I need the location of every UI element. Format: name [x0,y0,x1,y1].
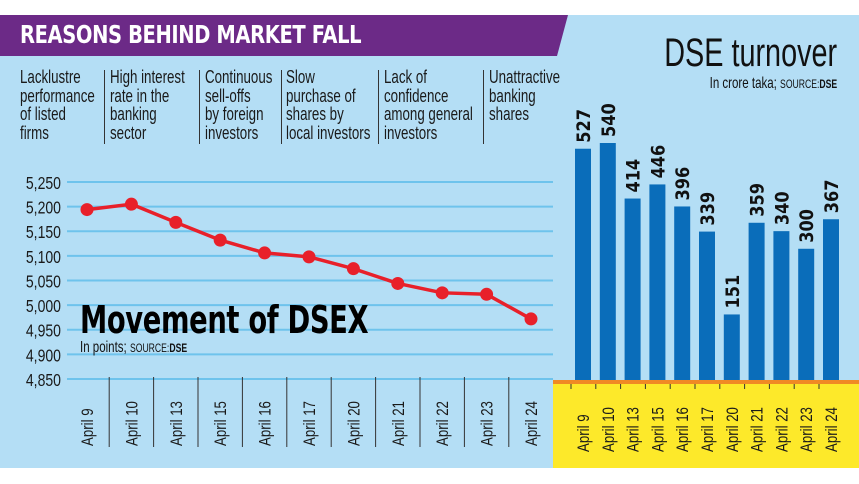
turnover-bar [748,222,765,381]
dsex-data-point [480,287,494,301]
dsex-source-label: SOURCE: [129,341,170,355]
bar-value-label: 367 [822,180,844,214]
turnover-bar [674,206,691,381]
bar-x-tick-label: April 10 [599,407,618,452]
turnover-bar [575,148,591,381]
x-tick-label: April 13 [167,401,186,446]
reason-divider [104,70,105,144]
dsex-subtitle: In points; SOURCE:DSE [80,339,187,357]
dsex-data-point [258,246,272,260]
dsex-data-point [524,312,538,326]
bar-x-tick-label: April 13 [624,407,643,452]
y-tick-label: 5,100 [26,247,61,267]
x-tick-label: April 22 [434,401,453,446]
reason-item: Lacklustre performance of listed firms [20,66,95,143]
dsex-title: Movement of DSEX [80,298,369,342]
y-tick-label: 4,950 [26,321,61,341]
reason-divider [378,70,379,144]
bar-value-label: 340 [772,191,794,225]
turnover-source: DSE [819,77,837,91]
turnover-bar [798,248,815,381]
bar-x-tick-label: April 15 [649,407,668,452]
turnover-unit: In crore taka; [709,75,777,92]
bar-x-tick-label: April 16 [674,407,693,452]
turnover-title: DSE turnover [664,31,837,75]
y-tick-label: 5,050 [26,272,61,292]
turnover-bar [599,143,616,381]
reason-item: High interest rate in the banking sector [110,66,185,143]
reason-item: Slow purchase of shares by local investo… [286,66,371,143]
x-tick-label: April 17 [301,401,320,446]
x-tick-label: April 21 [389,401,408,446]
bar-value-label: 396 [673,167,695,201]
bar-x-tick-label: April 9 [575,414,594,452]
bar-value-label: 151 [723,275,745,309]
dsex-data-point [391,276,405,290]
x-tick-label: April 9 [79,408,98,446]
turnover-source-label: SOURCE: [779,77,820,91]
x-tick-label: April 23 [478,401,497,446]
bar-value-label: 527 [574,109,596,143]
bar-value-label: 339 [698,192,720,226]
bar-x-tick-label: April 21 [748,407,767,452]
bar-value-label: 540 [599,103,621,137]
turnover-bar [723,314,740,381]
header-title: REASONS BEHIND MARKET FALL [20,20,362,49]
dsex-data-point [346,262,360,276]
bar-value-label: 300 [797,209,819,243]
dsex-line-chart: 4,850 4,900 4,950 5,000 5,050 5,100 5,150 5,200… [26,173,553,447]
y-tick-label: 4,850 [26,370,61,390]
x-tick-label: April 24 [523,401,542,446]
dsex-source: DSE [169,341,188,355]
dsex-data-point [169,215,183,229]
x-tick-label: April 20 [345,401,364,446]
dsex-unit: In points; [80,339,127,356]
y-tick-label: 5,250 [26,173,61,193]
turnover-bar [649,184,666,381]
header-banner-shape [0,15,568,56]
dsex-data-point [213,233,227,247]
turnover-bar [624,198,641,381]
dsex-data-point [124,197,138,211]
reason-item: Unattractive banking shares [489,66,561,124]
y-tick-label: 5,200 [26,198,61,218]
y-tick-label: 4,900 [26,346,61,366]
reason-divider [199,70,200,144]
turnover-bar [773,231,790,381]
bar-baseline [553,380,859,384]
reason-item: Continuous sell-offs by foreign investor… [205,66,273,143]
bar-x-tick-label: April 20 [723,407,742,452]
dsex-data-point [302,250,316,264]
y-tick-label: 5,000 [26,297,61,317]
x-tick-label: April 15 [212,401,231,446]
bar-value-label: 359 [747,183,769,217]
x-tick-label: April 16 [256,401,275,446]
y-tick-label: 5,150 [26,223,61,243]
bar-axis-panel [553,381,859,468]
dsex-data-point [80,203,94,217]
turnover-bar [699,231,715,381]
turnover-subtitle: In crore taka; SOURCE:DSE [709,75,837,93]
bar-x-tick-label: April 23 [798,407,817,452]
turnover-bar [823,219,839,381]
bar-x-tick-label: April 22 [773,407,792,452]
bar-x-tick-label: April 24 [823,407,842,452]
bar-value-label: 446 [648,145,670,179]
bar-x-tick-label: April 17 [699,407,718,452]
reason-divider [281,70,282,144]
reason-divider [483,70,484,144]
reason-item: Lack of confidence among general investo… [384,66,473,143]
bar-value-label: 414 [623,159,645,193]
x-tick-label: April 10 [123,401,142,446]
dsex-data-point [435,286,449,300]
